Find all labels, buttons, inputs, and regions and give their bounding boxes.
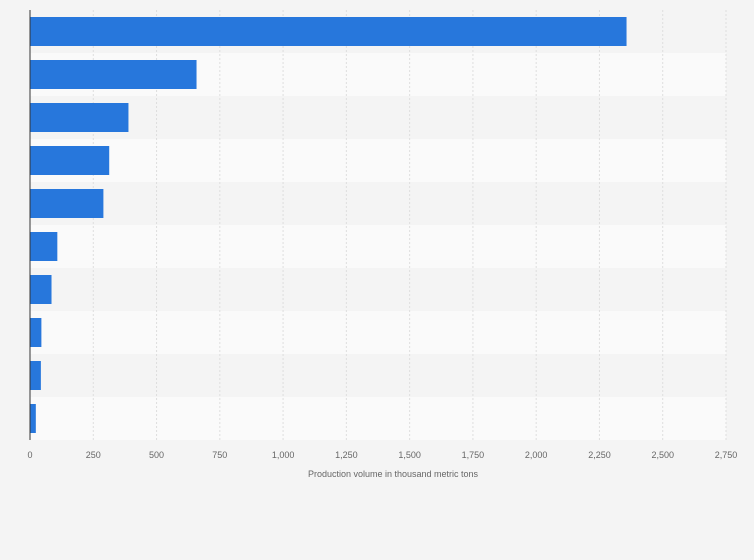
- x-tick-label: 750: [212, 450, 227, 460]
- row-bands: [30, 10, 726, 440]
- x-tick-label: 2,000: [525, 450, 548, 460]
- bar: [30, 189, 104, 218]
- x-axis-title: Production volume in thousand metric ton…: [308, 469, 479, 479]
- x-tick-label: 1,500: [398, 450, 421, 460]
- x-tick-label: 1,000: [272, 450, 295, 460]
- row-band: [30, 268, 726, 311]
- x-tick-label: 250: [86, 450, 101, 460]
- bar: [30, 17, 627, 46]
- x-tick-label: 500: [149, 450, 164, 460]
- row-band: [30, 139, 726, 182]
- bar: [30, 361, 41, 390]
- row-band: [30, 397, 726, 440]
- row-band: [30, 354, 726, 397]
- bar: [30, 146, 110, 175]
- x-tick-label: 0: [27, 450, 32, 460]
- row-band: [30, 225, 726, 268]
- row-band: [30, 182, 726, 225]
- x-tick-label: 2,500: [651, 450, 674, 460]
- bar: [30, 103, 129, 132]
- bar: [30, 275, 52, 304]
- x-tick-labels: 0 250 500 750 1,000 1,250 1,500 1,750 2,000 2,250…: [27, 450, 737, 460]
- row-band: [30, 96, 726, 139]
- bar: [30, 404, 36, 433]
- x-tick-label: 1,250: [335, 450, 358, 460]
- bar: [30, 318, 42, 347]
- bar: [30, 232, 58, 261]
- bars: [30, 17, 627, 433]
- row-band: [30, 311, 726, 354]
- bar: [30, 60, 197, 89]
- x-tick-label: 1,750: [462, 450, 485, 460]
- x-tick-label: 2,750: [715, 450, 738, 460]
- x-tick-label: 2,250: [588, 450, 611, 460]
